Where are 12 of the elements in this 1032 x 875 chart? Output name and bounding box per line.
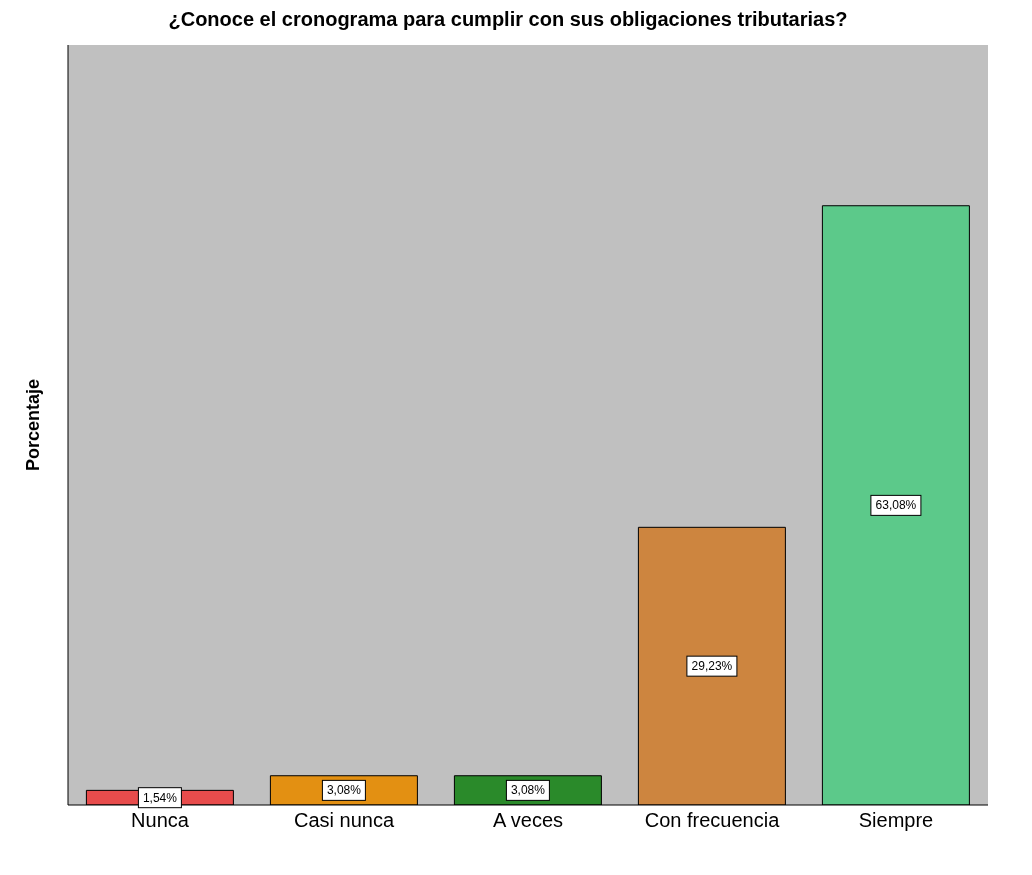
data-label: 3,08% bbox=[326, 783, 362, 798]
chart-title: ¿Conoce el cronograma para cumplir con sus obligaciones tributarias? bbox=[167, 8, 849, 31]
data-label: 1,54% bbox=[142, 790, 178, 805]
y-axis-title: Porcentaje bbox=[23, 378, 44, 472]
x-tick-label: Con frecuencia bbox=[644, 809, 781, 832]
data-label: 29,23% bbox=[691, 659, 733, 674]
data-label: 3,08% bbox=[510, 783, 546, 798]
data-label: 63,08% bbox=[875, 498, 917, 513]
x-tick-label: Siempre bbox=[858, 809, 934, 832]
x-tick-label: A veces bbox=[492, 809, 564, 832]
x-tick-label: Casi nunca bbox=[293, 809, 395, 832]
x-tick-label: Nunca bbox=[131, 809, 190, 832]
